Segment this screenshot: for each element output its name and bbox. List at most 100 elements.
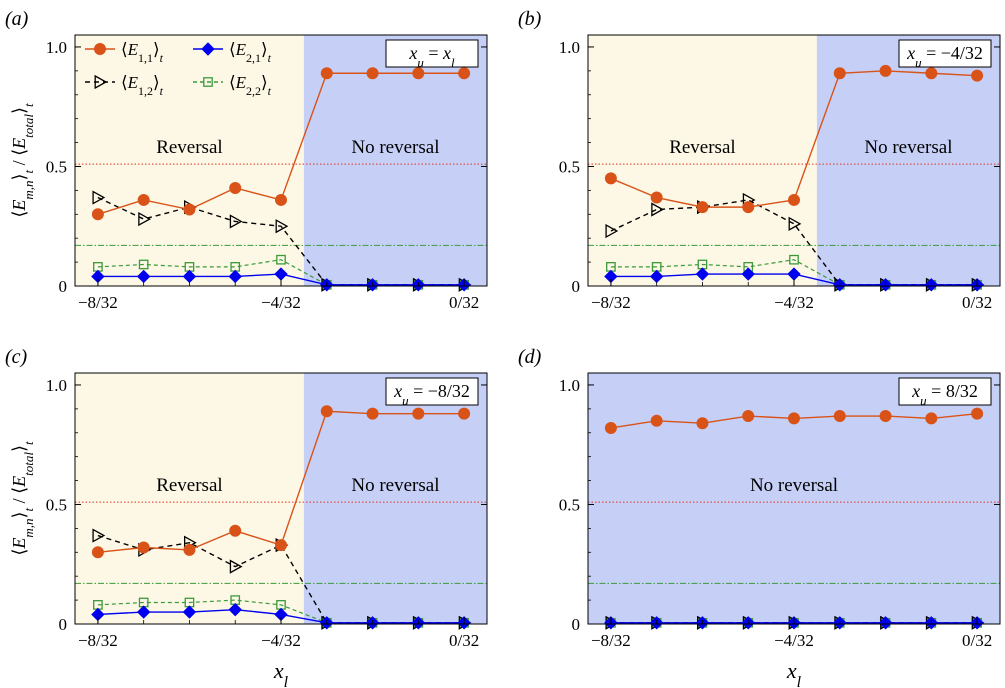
legend-label-E22-part: 2,2 [246,84,261,98]
data-point-E21 [228,602,242,617]
legend-label-E12-part: E [127,73,139,92]
data-point-E11 [833,410,846,423]
legend-label-E21: ⟨E2,1⟩t [229,40,272,65]
annotation-box [898,39,992,68]
reversal-label: Reversal [156,137,222,158]
y-axis-label-part: t [21,169,36,173]
annotation-text: xu = xl [408,43,455,70]
data-point-E11 [925,67,938,80]
legend-label-E22-part: ⟩ [261,73,268,92]
no-reversal-region [303,35,487,286]
annotation-text-part: x [911,381,920,401]
data-point-E12 [229,559,243,574]
y-axis-label-part: t [21,441,36,445]
y-axis-label-part: / ⟨ [9,149,29,170]
annotation-text-part: u [915,55,922,70]
legend-label-E21-part: ⟨ [229,40,236,59]
panel-label: (a) [5,8,29,30]
y-tick-label: 0 [59,277,68,296]
data-point-E11 [229,181,242,194]
data-point-E11 [833,67,846,80]
annotation-box [385,39,479,68]
y-axis-label: ⟨Em,n⟩t / ⟨Etotal⟩t [9,441,36,556]
y-axis-label-part: m,n [21,181,36,200]
data-point-E11 [320,405,333,418]
y-axis-label-part: E [9,476,29,488]
data-point-E11 [971,407,984,420]
panel-b: Reversal No reversal 0 0.5 1.0 −8/32 −4/32 0/32… [518,8,1001,312]
y-axis-label-part: ⟩ [9,445,29,452]
legend-label-E21-part: E [235,40,247,59]
series-E21 [91,602,471,630]
data-point-E11 [275,193,287,206]
annotation-text-part: = [922,43,941,63]
y-axis-label-part: E [9,538,29,550]
y-axis-label-part: total [21,114,36,138]
legend-marker-E12 [94,74,108,90]
no-reversal-label: No reversal [864,137,952,158]
legend-label-E21-part: 2,1 [246,51,261,65]
annotation-text-part: x [408,43,417,63]
x-tick-label: −8/32 [78,293,118,312]
x-tick-label: −4/32 [261,293,301,312]
data-point-E21 [136,605,151,619]
y-axis-label-part: ⟨ [9,549,29,556]
x-tick-label: −4/32 [774,293,814,312]
annotation-text: xu = 8/32 [911,381,978,408]
legend-marker-E11 [94,43,106,55]
panel-a: Reversal No reversal 0 0.5 1.0 −8/32 −4/32 0/32… [5,8,488,312]
y-axis-label-part: ⟩ [9,511,29,518]
x-tick-label: −4/32 [261,631,301,650]
annotation-text-part: 8/32 [946,381,978,401]
reversal-label: Reversal [156,475,222,496]
y-tick-label: 0.5 [46,495,67,514]
data-point-E11 [971,69,984,82]
series-E11 [91,67,471,221]
y-axis-label-part: E [9,200,29,212]
y-axis-label-part: E [9,138,29,150]
annotation-text-part: x [442,43,451,63]
annotation-text-part: −4/32 [941,43,983,63]
y-axis-label-part: / ⟨ [9,487,29,508]
annotation-text-part: = [409,381,428,401]
legend-label-E21-part: t [268,51,272,65]
x-axis-label: xl [273,658,289,688]
series-line-E22 [610,259,978,286]
data-point-E11 [366,407,379,420]
data-point-E11 [788,193,800,206]
legend-label-E11-part: E [127,40,139,59]
reversal-label: Reversal [669,137,735,158]
panel-c: Reversal No reversal 0 0.5 1.0 −8/32 −4/32 0/32… [5,346,488,688]
annotation-text-part: u [417,55,424,70]
legend-label-E12: ⟨E1,2⟩t [121,73,164,98]
data-point-E11 [229,524,242,537]
x-tick-label: −8/32 [591,293,631,312]
data-point-E11 [412,407,425,420]
x-axis-label: xl [786,658,802,688]
y-axis-label-part: total [21,452,36,476]
series-E11 [91,405,471,559]
y-tick-label: 0 [572,277,581,296]
y-axis-label-part: ⟨ [9,211,29,218]
series-line-E22 [97,259,465,286]
x-tick-label: −4/32 [774,631,814,650]
annotation-text-part: u [920,393,927,408]
no-reversal-label: No reversal [750,475,838,496]
y-tick-label: 1.0 [559,38,580,57]
no-reversal-region [303,373,487,624]
legend-label-E11-part: t [160,51,164,65]
x-tick-label: 0/32 [449,631,479,650]
data-point-E12 [275,219,289,234]
legend-marker-E22 [203,77,213,87]
legend-label-E12-part: ⟩ [153,73,160,92]
data-point-E11 [604,172,617,185]
data-point-E22 [789,254,799,265]
data-point-E11 [742,410,755,423]
y-tick-label: 0 [59,615,68,634]
no-reversal-region [816,35,1000,286]
annotation-text-part: u [402,393,409,408]
data-point-E11 [879,64,892,77]
annotation-text-part: x [393,381,402,401]
annotation-text-part: = [927,381,946,401]
